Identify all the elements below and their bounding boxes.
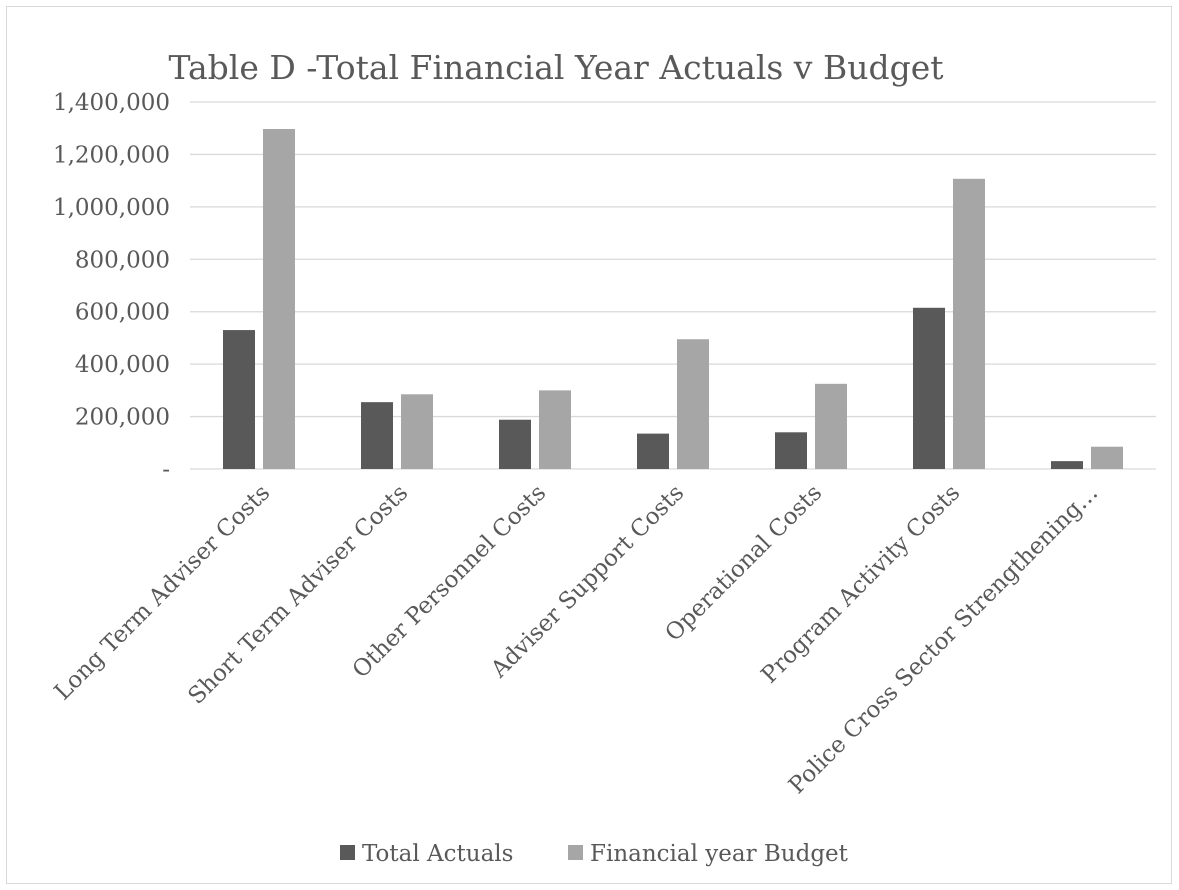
y-axis-tick-labels: - 200,000 400,000 600,000 800,000 1,000,000 1,… xyxy=(53,90,170,483)
legend-label: Total Actuals xyxy=(362,841,513,867)
y-tick-label: 1,000,000 xyxy=(53,195,170,221)
y-tick-label: 600,000 xyxy=(75,300,170,326)
legend-swatch-financial-year-budget xyxy=(568,845,583,860)
bar-total-actuals xyxy=(361,402,393,469)
bar-financial-year-budget xyxy=(263,129,295,469)
x-category-label: Short Term Adviser Costs xyxy=(183,480,413,710)
bar-financial-year-budget xyxy=(539,390,571,469)
bar-total-actuals xyxy=(637,433,669,469)
bar-total-actuals xyxy=(499,419,531,469)
y-tick-label: 200,000 xyxy=(75,405,170,431)
legend-label: Financial year Budget xyxy=(590,841,849,867)
x-category-label: Operational Costs xyxy=(660,480,827,647)
y-tick-label: - xyxy=(162,457,170,483)
legend-swatch-total-actuals xyxy=(340,845,355,860)
legend: Total Actuals Financial year Budget xyxy=(340,841,849,867)
bar-total-actuals xyxy=(1051,461,1083,469)
bar-total-actuals xyxy=(913,307,945,469)
y-tick-label: 1,400,000 xyxy=(53,90,170,116)
bar-financial-year-budget xyxy=(677,339,709,469)
y-tick-label: 400,000 xyxy=(75,352,170,378)
gridlines xyxy=(190,101,1156,470)
bar-financial-year-budget xyxy=(953,178,985,469)
bar-total-actuals xyxy=(223,330,255,469)
bar-total-actuals xyxy=(775,432,807,469)
bar-financial-year-budget xyxy=(815,383,847,469)
x-category-label: Long Term Adviser Costs xyxy=(50,480,276,706)
y-tick-label: 800,000 xyxy=(75,247,170,273)
bar-financial-year-budget xyxy=(401,394,433,469)
bars xyxy=(223,129,1123,469)
x-category-label: Police Cross Sector Strengthening… xyxy=(784,480,1103,799)
bar-financial-year-budget xyxy=(1091,446,1123,469)
y-tick-label: 1,200,000 xyxy=(53,142,170,168)
chart-title: Table D -Total Financial Year Actuals v … xyxy=(169,48,944,87)
